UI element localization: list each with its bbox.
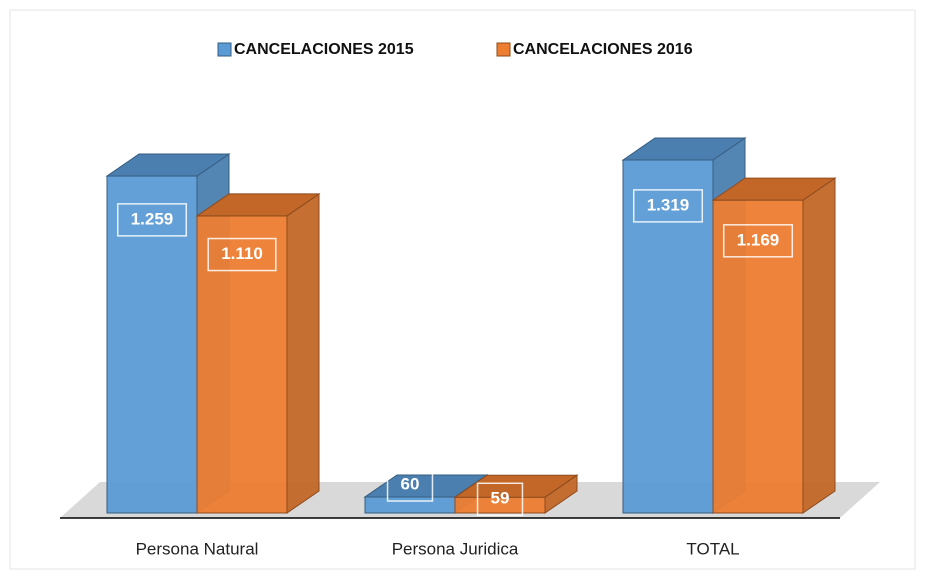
bar-top	[711, 177, 837, 201]
data-label-box	[116, 203, 188, 237]
bar	[711, 177, 837, 514]
bar-top	[453, 474, 579, 498]
data-label: 1.319	[647, 195, 690, 214]
bar-front	[106, 175, 198, 514]
data-label-box	[722, 224, 794, 258]
data-label-box	[207, 237, 277, 272]
x-tick-label: Persona Natural	[136, 539, 259, 558]
bar-side	[286, 192, 320, 514]
bar	[195, 192, 321, 514]
data-label: 1.110	[221, 244, 263, 263]
data-label-box	[386, 468, 434, 502]
bar-front	[196, 215, 288, 514]
bar-top	[105, 153, 231, 177]
x-tick-label: Persona Juridica	[392, 539, 519, 558]
legend-label: CANCELACIONES 2015	[234, 41, 414, 58]
bar-front	[712, 199, 804, 514]
bar-top	[621, 137, 747, 161]
bar-front	[622, 159, 714, 514]
legend-label: CANCELACIONES 2016	[513, 41, 693, 58]
data-label: 1.169	[737, 230, 780, 249]
x-tick-label: TOTAL	[686, 539, 739, 558]
bar-side	[802, 177, 836, 514]
data-label-box	[632, 189, 704, 223]
legend-swatch	[217, 42, 232, 57]
legend-swatch	[496, 42, 511, 57]
data-label: 60	[401, 475, 420, 494]
bar-front	[364, 496, 456, 514]
data-label-box	[476, 482, 524, 517]
bar-top	[195, 193, 321, 217]
data-label: 59	[491, 489, 510, 508]
data-label: 1.259	[131, 209, 174, 228]
